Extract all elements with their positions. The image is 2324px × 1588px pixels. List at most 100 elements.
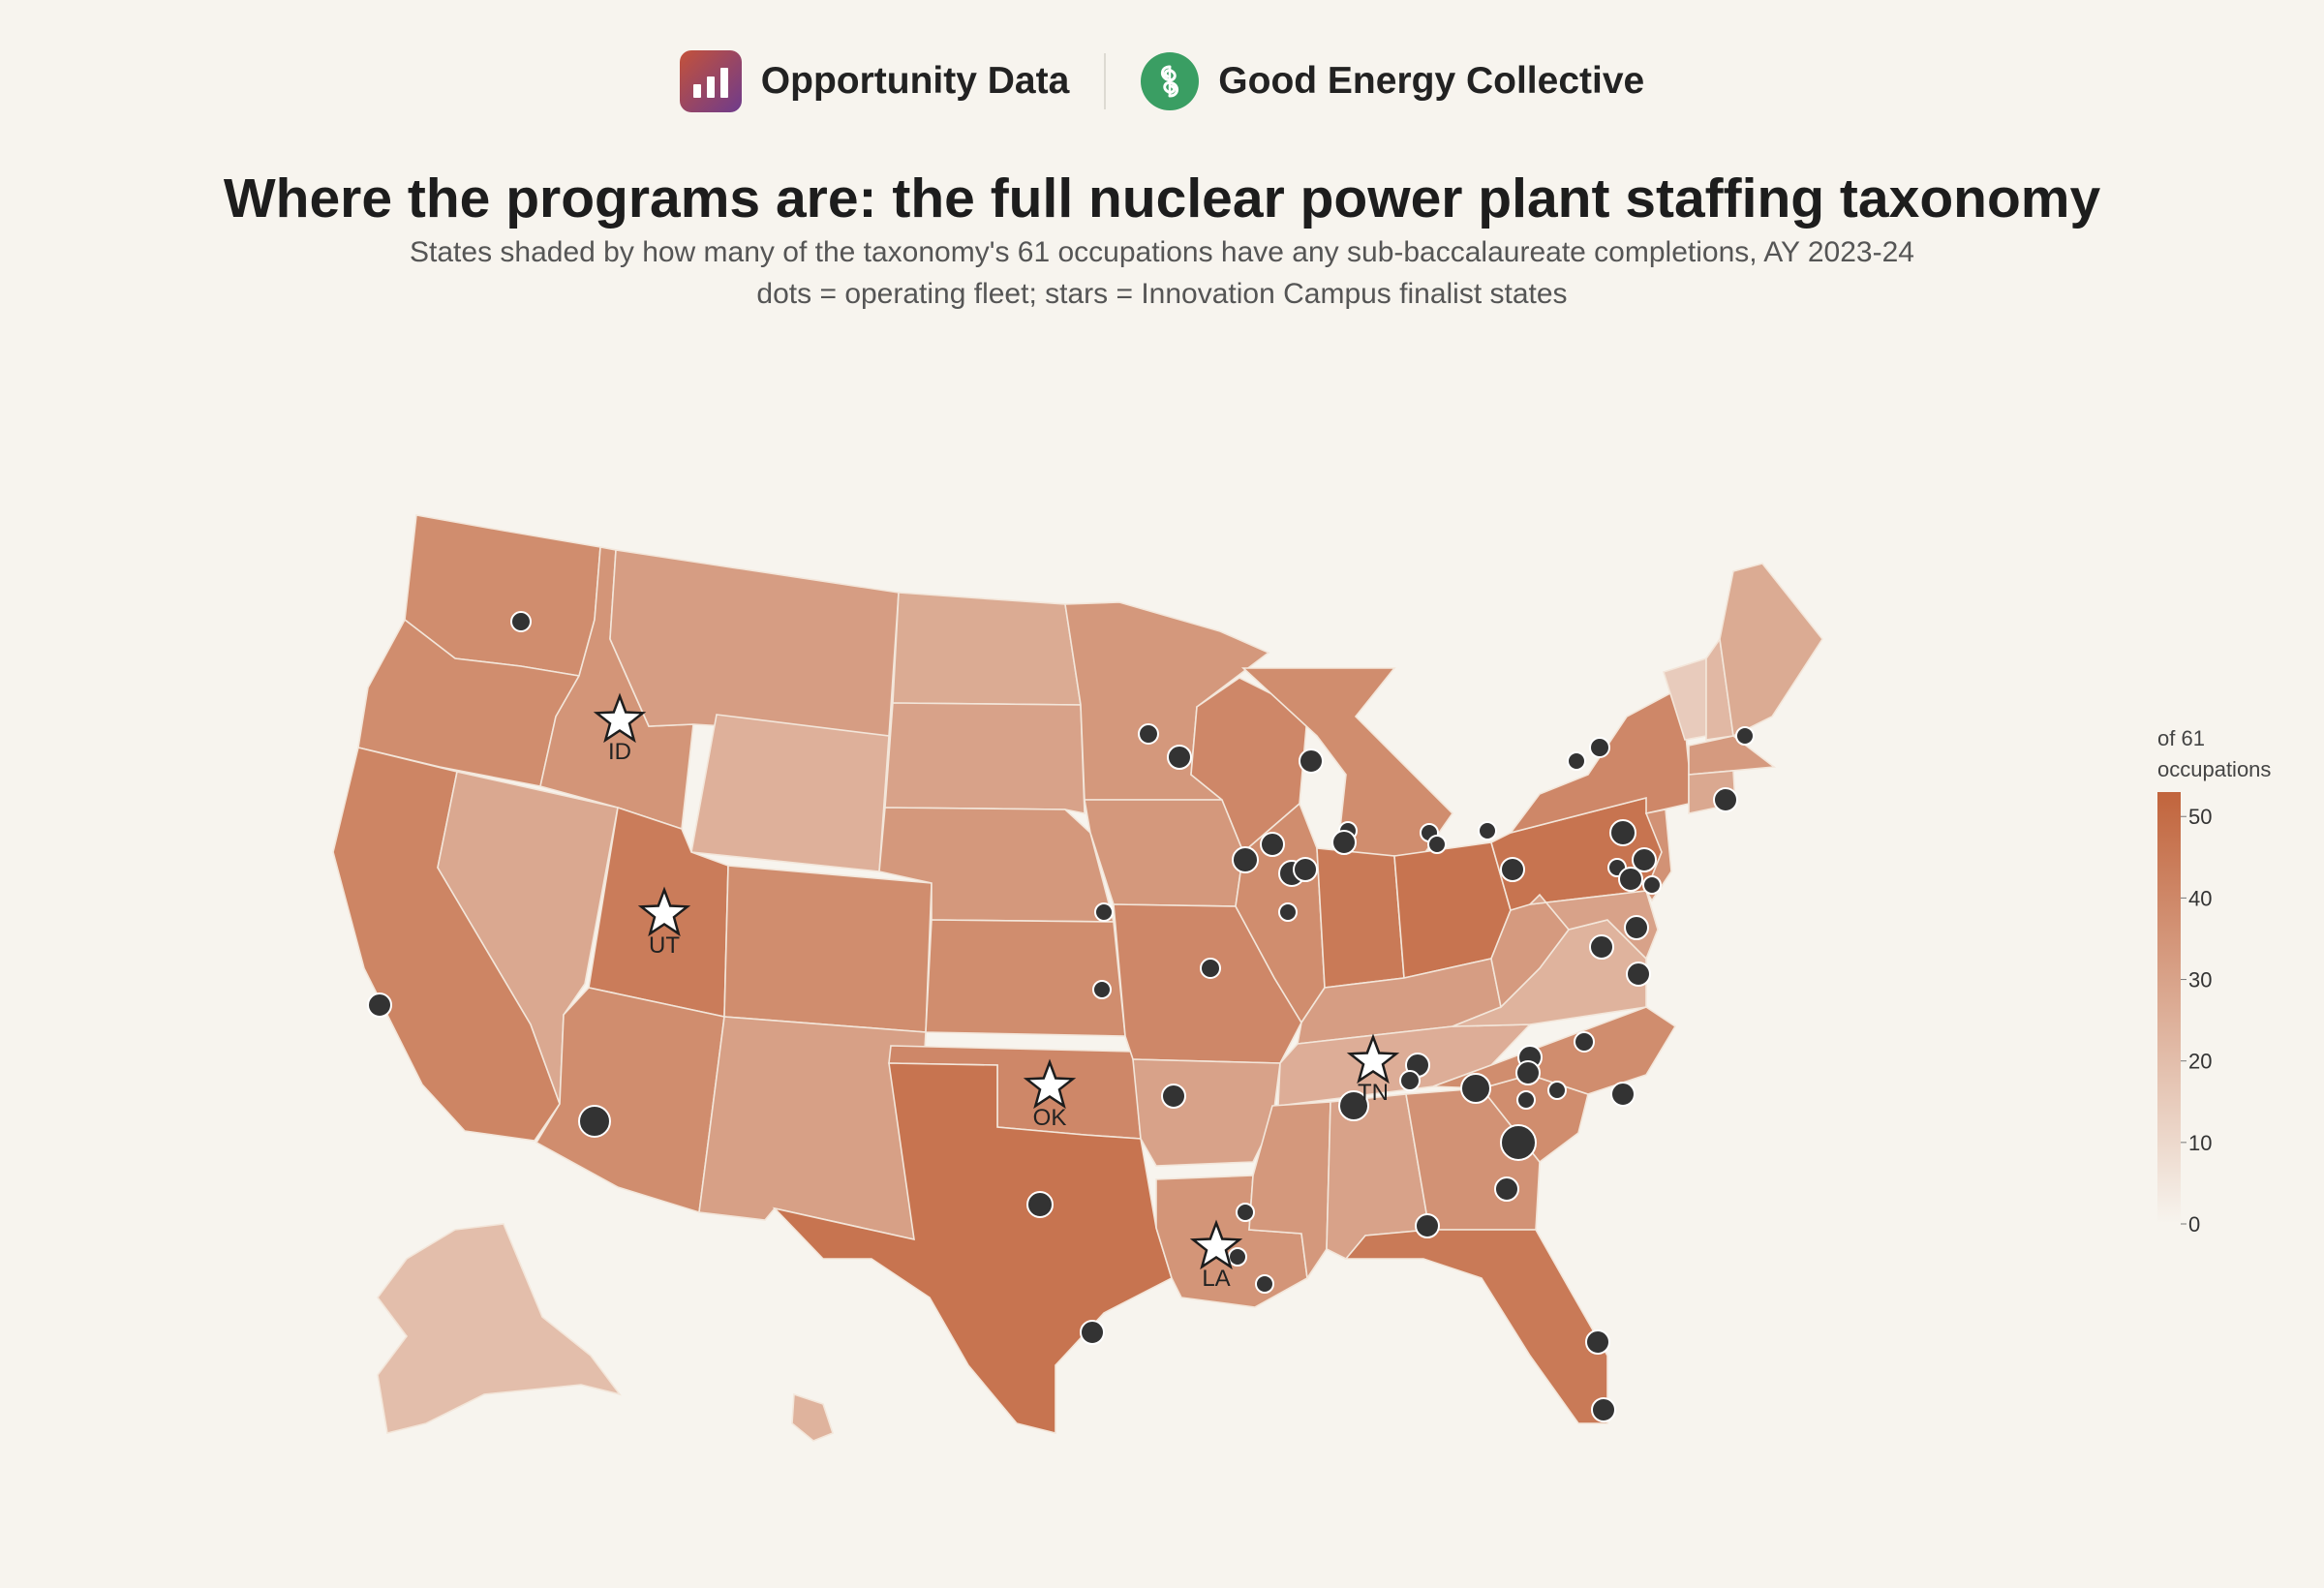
plant-dot [1574, 1031, 1595, 1053]
state-nc [1432, 1006, 1677, 1095]
plant-dot [578, 1105, 611, 1138]
plant-dot [1626, 962, 1651, 987]
legend-tick-label: 40 [2188, 886, 2212, 910]
brand-opportunity-data: Opportunity Data [679, 50, 1070, 112]
star-icon [593, 692, 647, 744]
plant-dot [1232, 846, 1259, 873]
header-logos: Opportunity Data Good Energy Collective [0, 46, 2324, 116]
plant-dot [1547, 1081, 1567, 1100]
plant-dot [1516, 1090, 1536, 1110]
star-marker-ok: OK [1023, 1058, 1077, 1131]
state-sd [884, 702, 1086, 814]
plant-dot [1255, 1274, 1274, 1294]
plant-dot [1632, 847, 1657, 872]
plant-dot [1618, 867, 1643, 892]
map-title: Where the programs are: the full nuclear… [223, 168, 2101, 229]
star-label-la: LA [1202, 1266, 1230, 1292]
states-layer [332, 514, 1823, 1442]
state-ak [377, 1223, 622, 1434]
state-hi [791, 1392, 834, 1442]
state-wy [690, 714, 890, 872]
plant-dot [1138, 723, 1159, 745]
state-ks [925, 919, 1126, 1037]
star-label-id: ID [608, 739, 631, 765]
plant-dot [1585, 1329, 1610, 1355]
plant-dot [1494, 1176, 1519, 1202]
state-ma [1688, 735, 1777, 776]
star-marker-tn: TN [1346, 1033, 1400, 1106]
plant-dot [1026, 1191, 1054, 1218]
plant-dot [1642, 875, 1662, 895]
plant-dot [1624, 915, 1649, 940]
plant-dot [1610, 1082, 1636, 1107]
color-scale-legend: of 61 occupations 0 10 20 30 40 50 [2157, 726, 2271, 1237]
state-az [535, 987, 725, 1214]
star-icon [637, 886, 691, 937]
legend-title-line-2: occupations [2157, 757, 2271, 781]
plant-dot [1567, 751, 1586, 771]
plant-dot [1094, 902, 1114, 922]
state-tn [1277, 1023, 1532, 1107]
plant-dot [1338, 1090, 1369, 1121]
plant-dots-layer [367, 611, 1755, 1422]
star-marker-ut: UT [637, 886, 691, 959]
state-nd [892, 592, 1082, 706]
state-md [1527, 890, 1659, 961]
brand-name-good-energy-collective: Good Energy Collective [1218, 60, 1645, 102]
brand-name-opportunity-data: Opportunity Data [760, 60, 1070, 102]
plant-dot [1589, 934, 1614, 960]
plant-dot [1228, 1247, 1247, 1267]
innovation-campus-stars: ID UT OK TN LA [593, 692, 1400, 1292]
plant-dot [1299, 748, 1324, 774]
state-tx [772, 1062, 1173, 1435]
bar-chart-icon [679, 50, 742, 112]
plant-dot [1200, 958, 1221, 979]
star-label-tn: TN [1358, 1080, 1389, 1106]
plant-dot [1331, 830, 1357, 855]
legend-title-line-1: of 61 [2157, 726, 2205, 750]
plant-dot [1713, 787, 1738, 812]
plant-dot [510, 611, 532, 632]
plant-dot [1399, 1070, 1421, 1091]
plant-dot [1478, 821, 1497, 840]
plant-dot [1293, 857, 1318, 882]
map-subtitle-line-2: dots = operating fleet; stars = Innovati… [756, 278, 1568, 310]
star-icon [1023, 1058, 1077, 1110]
legend-tick-label: 10 [2188, 1131, 2212, 1155]
state-fl [1344, 1229, 1608, 1424]
gec-swirl-icon [1141, 52, 1200, 110]
legend-tick-label: 20 [2188, 1050, 2212, 1074]
state-me [1719, 563, 1823, 738]
legend-tick-label: 0 [2188, 1212, 2200, 1237]
plant-dot [367, 992, 392, 1018]
map-subtitle-line-1: States shaded by how many of the taxonom… [410, 236, 1914, 268]
star-marker-la: LA [1189, 1219, 1243, 1292]
state-ar [1132, 1058, 1281, 1167]
plant-dot [1460, 1073, 1491, 1104]
star-label-ut: UT [649, 932, 680, 959]
plant-dot [1236, 1203, 1255, 1222]
plant-dot [1735, 726, 1755, 746]
state-ia [1084, 799, 1244, 907]
plant-dot [1167, 745, 1192, 770]
plant-dot [1080, 1320, 1105, 1345]
state-mt [609, 549, 900, 737]
plant-dot [1515, 1060, 1541, 1085]
plant-dot [1609, 819, 1636, 846]
brand-good-energy-collective: Good Energy Collective [1141, 52, 1644, 110]
legend-tick-label: 50 [2188, 805, 2212, 829]
star-icon [1189, 1219, 1243, 1270]
legend-ticks: 0 10 20 30 40 50 [2181, 805, 2212, 1237]
legend-color-bar [2157, 792, 2181, 1224]
plant-dot [1500, 857, 1525, 882]
plant-dot [1415, 1213, 1440, 1238]
star-icon [1346, 1033, 1400, 1084]
plant-dot [1591, 1397, 1616, 1422]
plant-dot [1260, 832, 1285, 857]
state-in [1316, 847, 1405, 989]
star-marker-id: ID [593, 692, 647, 765]
plant-dot [1427, 835, 1447, 854]
state-co [723, 865, 933, 1033]
header-divider [1104, 53, 1107, 109]
